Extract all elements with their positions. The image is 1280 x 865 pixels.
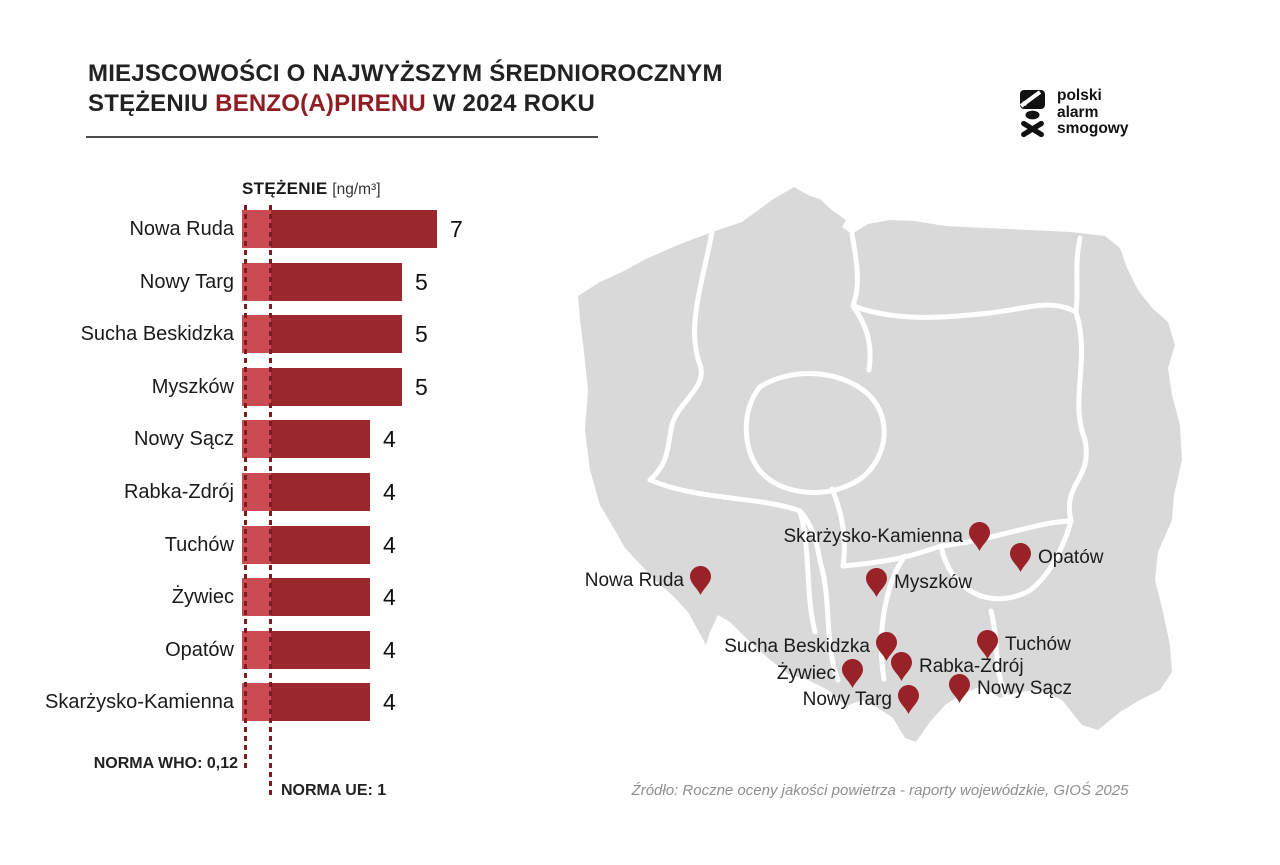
bar-label: Nowa Ruda xyxy=(129,218,234,240)
bar-label: Rabka-Zdrój xyxy=(123,481,234,503)
bar-label: Skarżysko-Kamienna xyxy=(45,691,234,713)
map-pin-label: Sucha Beskidzka xyxy=(724,636,870,657)
eu-norm-line xyxy=(269,205,272,797)
skull-crossbones-icon xyxy=(1019,90,1046,143)
map-pin-label: Nowy Targ xyxy=(802,689,892,710)
bar-label: Żywiec xyxy=(171,586,234,608)
map-pin-icon xyxy=(948,673,971,704)
bar xyxy=(242,420,370,458)
bar-row: Żywiec 4 xyxy=(42,578,522,616)
map-pin-icon xyxy=(689,565,712,596)
page-title-line2: STĘŻENIU BENZO(A)PIRENU W 2024 ROKU xyxy=(88,90,596,117)
bar-row: Nowy Targ 5 xyxy=(42,263,522,301)
map-pin-label: Tuchów xyxy=(1005,634,1071,655)
who-norm-line xyxy=(244,205,247,770)
page-title: MIEJSCOWOŚCI O NAJWYŻSZYM ŚREDNIOROCZNYM… xyxy=(88,59,723,119)
map-pin-label: Nowa Ruda xyxy=(584,570,684,591)
bar xyxy=(242,473,370,511)
bar-row: Sucha Beskidzka 5 xyxy=(42,315,522,353)
bar xyxy=(242,526,370,564)
polski-alarm-smogowy-logo: polski alarm smogowy xyxy=(1019,87,1129,143)
bar xyxy=(242,315,402,353)
source-note: Źródło: Roczne oceny jakości powietrza -… xyxy=(631,782,1129,799)
bar xyxy=(242,263,402,301)
bar-label: Tuchów xyxy=(164,534,234,556)
map-pin-icon xyxy=(890,651,913,682)
title-underline xyxy=(86,136,598,138)
bar-value: 4 xyxy=(383,689,396,715)
map-pin-label: Skarżysko-Kamienna xyxy=(783,526,963,547)
map-pin-label: Opatów xyxy=(1038,547,1104,568)
map-pin-label: Nowy Sącz xyxy=(977,678,1073,699)
who-norm-label: NORMA WHO: 0,12 xyxy=(93,755,238,772)
poland-map: Nowa Ruda Skarżysko-Kamienna Opatów Myszków… xyxy=(570,180,1190,755)
chart-header: STĘŻENIE [ng/m³] xyxy=(242,179,381,199)
bar xyxy=(242,368,402,406)
poland-map-svg xyxy=(578,187,1182,742)
bar-value: 4 xyxy=(383,426,396,452)
bar-label: Myszków xyxy=(151,376,234,398)
bar xyxy=(242,631,370,669)
map-pin-icon xyxy=(968,521,991,552)
bar xyxy=(242,683,370,721)
map-pin-label: Żywiec xyxy=(776,663,836,684)
bar-value: 4 xyxy=(383,584,396,610)
bar-value: 4 xyxy=(383,637,396,663)
eu-norm-label: NORMA UE: 1 xyxy=(281,782,387,799)
map-pin-icon xyxy=(865,567,888,598)
map-pin-label: Rabka-Zdrój xyxy=(919,656,1024,677)
bar-value: 5 xyxy=(415,321,428,347)
bar-value: 5 xyxy=(415,374,428,400)
bar-label: Nowy Targ xyxy=(139,271,234,293)
bar-row: Rabka-Zdrój 4 xyxy=(42,473,522,511)
bar xyxy=(242,210,437,248)
chart-title: STĘŻENIE xyxy=(242,179,328,198)
chart-unit: [ng/m³] xyxy=(332,181,381,198)
bar-value: 4 xyxy=(383,532,396,558)
map-pin-icon xyxy=(1009,542,1032,573)
map-pin-icon xyxy=(875,631,898,662)
map-pin-label: Myszków xyxy=(894,572,973,593)
page-title-line1: MIEJSCOWOŚCI O NAJWYŻSZYM ŚREDNIOROCZNYM xyxy=(88,60,723,87)
bar-value: 7 xyxy=(450,216,463,242)
bar-label: Opatów xyxy=(165,639,234,661)
bar-label: Sucha Beskidzka xyxy=(80,323,234,345)
logo-text: polski alarm smogowy xyxy=(1057,87,1129,137)
poland-outline xyxy=(578,187,1182,742)
bar-row: Tuchów 4 xyxy=(42,526,522,564)
voivodeship-borders xyxy=(647,229,1089,704)
bar-value: 5 xyxy=(415,269,428,295)
bar-row: Myszków 5 xyxy=(42,368,522,406)
bar-label: Nowy Sącz xyxy=(133,428,234,450)
map-pin-icon xyxy=(976,629,999,660)
bar xyxy=(242,578,370,616)
map-pin-icon xyxy=(897,684,920,715)
bar-row: Opatów 4 xyxy=(42,631,522,669)
bar-row: Nowy Sącz 4 xyxy=(42,420,522,458)
title-highlight: BENZO(A)PIRENU xyxy=(215,90,426,117)
bar-row: Skarżysko-Kamienna 4 xyxy=(42,683,522,721)
bar-value: 4 xyxy=(383,479,396,505)
map-pin-icon xyxy=(841,658,864,689)
bar-chart: STĘŻENIE [ng/m³] Nowa Ruda 7 Nowy Targ 5 Suc… xyxy=(42,178,522,838)
bar-row: Nowa Ruda 7 xyxy=(42,210,522,248)
